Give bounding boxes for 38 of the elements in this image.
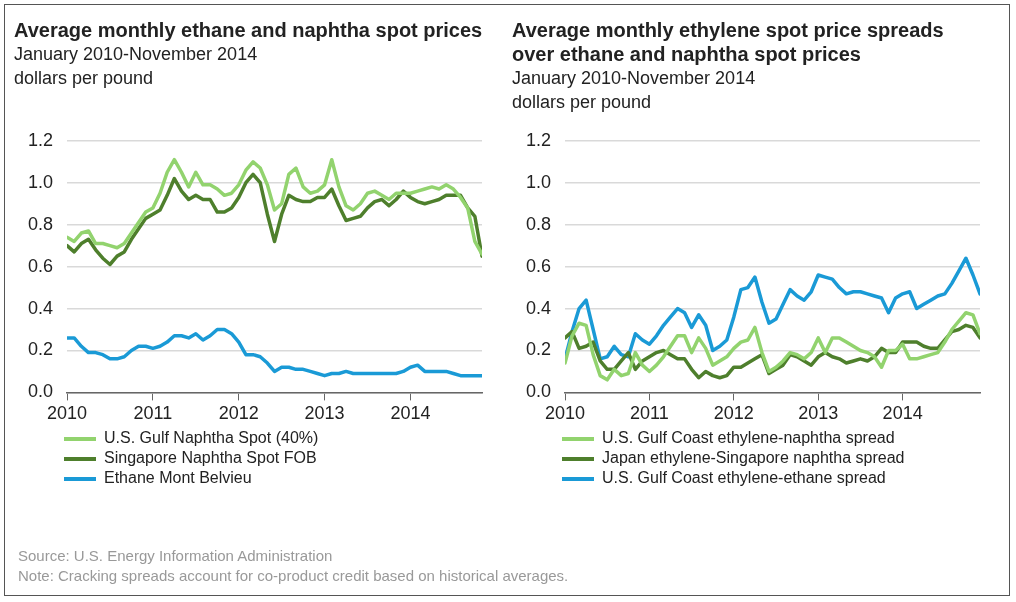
x-tick-label: 2010 — [545, 403, 586, 424]
x-tick-label: 2014 — [882, 403, 923, 424]
x-tick-label: 2011 — [133, 403, 173, 424]
source-note: Source: U.S. Energy Information Administration — [18, 546, 334, 566]
y-tick-label: 0.2 — [525, 339, 552, 360]
legend-label: U.S. Gulf Naphtha Spot (40%) — [104, 429, 319, 446]
text: Note: Cracking spreads account for co-product credit based on historical averages. — [18, 566, 569, 586]
x-tick-label: 2011 — [630, 403, 669, 424]
x-tick-label: 2013 — [798, 403, 839, 424]
legend-label: U.S. Gulf Coast ethylene-ethane spread — [602, 469, 886, 486]
x-tick-label: 2012 — [218, 403, 259, 424]
chart-title: Average monthly ethane and naphtha spot prices — [14, 18, 484, 42]
legend-label: Ethane Mont Belvieu — [104, 469, 252, 486]
chart-title: Average monthly ethylene spot price spreads over ethane and naphtha spot prices — [512, 18, 945, 66]
y-tick-label: 0.4 — [525, 297, 552, 318]
x-tick-label: 2014 — [390, 403, 431, 424]
y-tick-label: 1.2 — [27, 129, 54, 150]
y-tick-label: 1.0 — [27, 171, 54, 192]
legend-label: Singapore Naphtha Spot FOB — [104, 449, 317, 466]
chart-subtitle: January 2010-November 2014 — [512, 67, 757, 90]
y-tick-label: 0.8 — [525, 213, 552, 234]
legend-label: Japan ethylene-Singapore naphtha spread — [602, 449, 905, 466]
y-tick-label: 0.0 — [27, 381, 54, 402]
y-tick-label: 0.0 — [525, 381, 552, 402]
y-tick-label: 0.6 — [525, 255, 552, 276]
x-tick-label: 2012 — [713, 403, 754, 424]
y-tick-label: 1.0 — [525, 171, 552, 192]
y-tick-label: 1.2 — [525, 129, 552, 150]
y-tick-label: 0.2 — [27, 339, 54, 360]
y-tick-label: 0.8 — [27, 213, 54, 234]
chart-subtitle: January 2010-November 2014 — [14, 43, 259, 66]
y-axis-title: dollars per pound — [512, 91, 653, 114]
y-tick-label: 0.6 — [27, 255, 54, 276]
y-axis-title: dollars per pound — [14, 67, 155, 90]
y-tick-label: 0.4 — [27, 297, 54, 318]
x-tick-label: 2010 — [47, 403, 88, 424]
x-tick-label: 2013 — [304, 403, 345, 424]
legend-label: U.S. Gulf Coast ethylene-naphtha spread — [602, 429, 895, 446]
